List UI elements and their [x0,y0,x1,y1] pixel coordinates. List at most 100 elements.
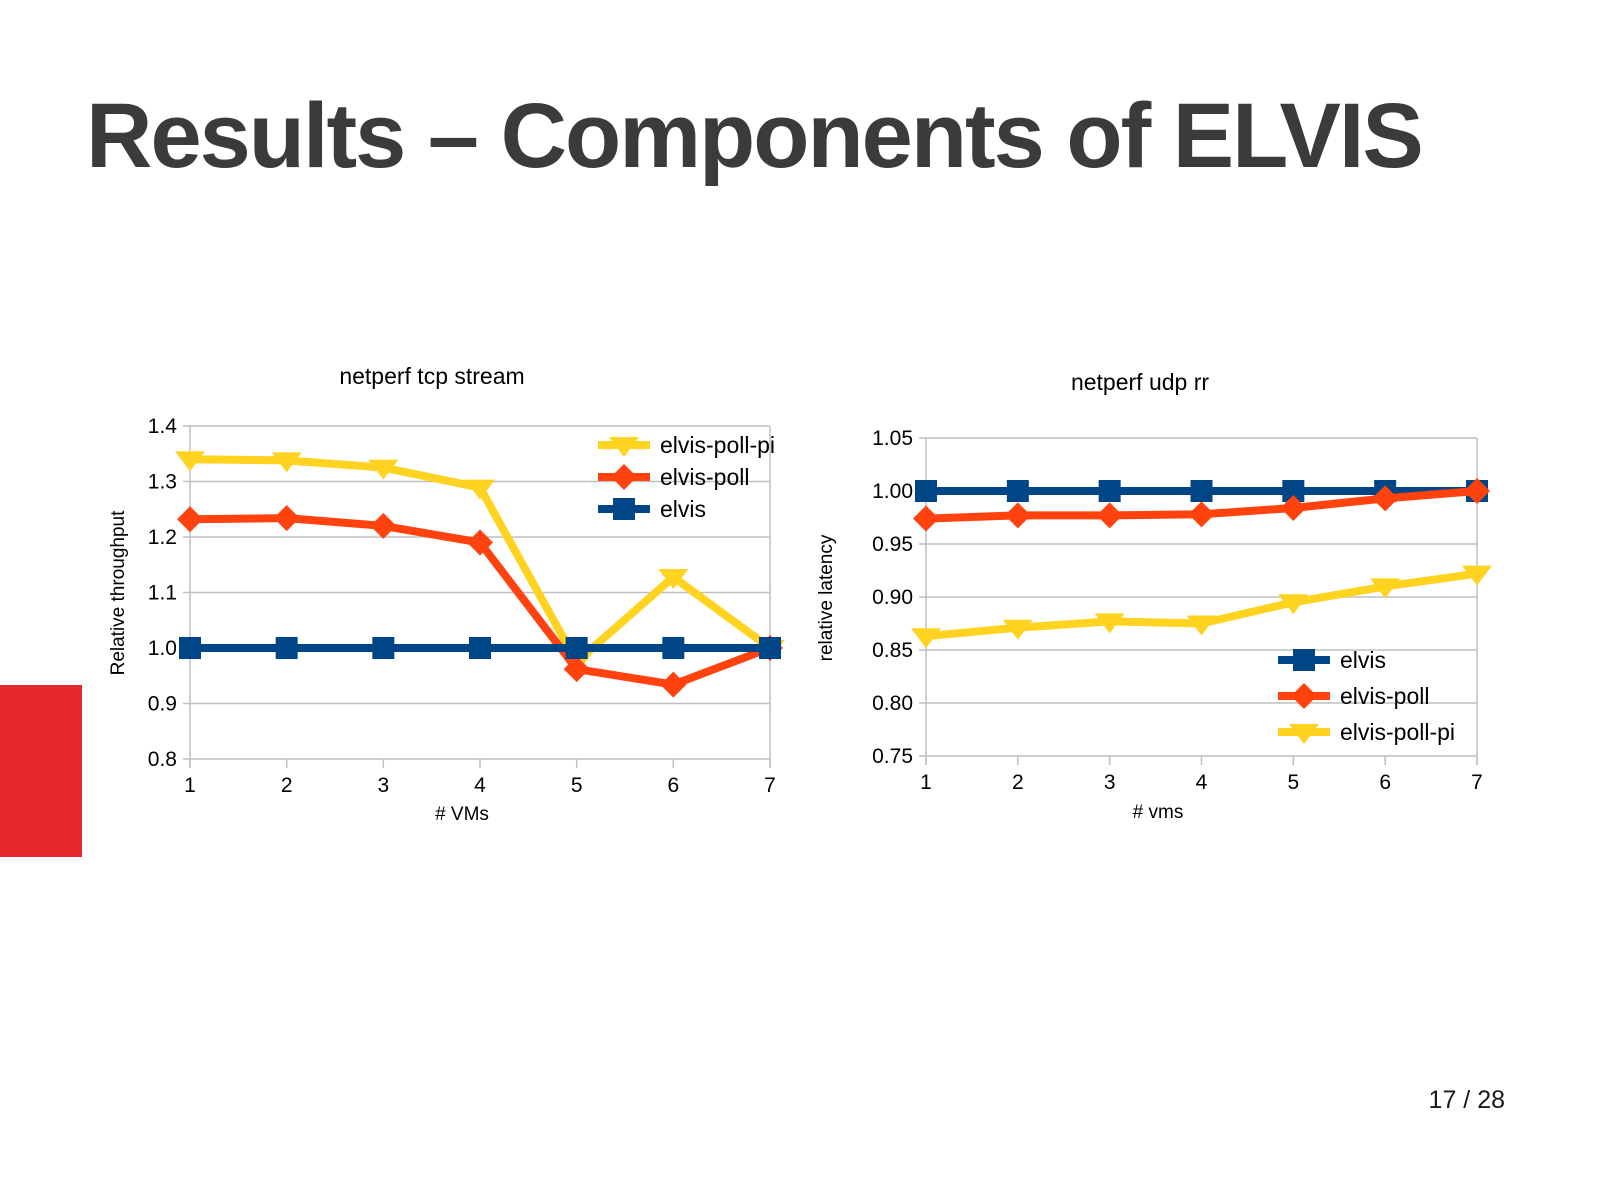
diamond-marker [563,656,590,683]
triangle-down-marker [1002,619,1033,640]
triangle-down-marker [1370,578,1401,599]
diamond-marker [660,671,687,698]
diamond-marker [1291,683,1317,709]
gridlines-and-yticks: 0.8 0.9 1.0 1.1 1.2 1.3 1.4 [148,415,770,771]
diamond-marker [467,529,493,556]
series-elvis-poll [177,505,783,698]
y-tick-label: 1.1 [148,582,177,605]
x-tick-label: 4 [1196,771,1208,794]
triangle-down-marker [658,568,689,589]
x-tick-label: 2 [281,774,293,797]
x-tick-label: 1 [920,771,932,794]
legend-entry-elvis-poll-pi: elvis-poll-pi [598,432,775,458]
triangle-down-marker [368,459,399,480]
x-tick-label: 6 [1379,771,1391,794]
y-tick-label: 1.3 [148,471,177,494]
diamond-marker [913,505,939,532]
x-tick-label: 7 [1471,771,1483,794]
triangle-down-marker [1462,565,1492,586]
chart-title: netperf tcp stream [339,363,524,389]
legend-entry-elvis-poll: elvis-poll [1278,683,1429,709]
x-tick-label: 7 [764,774,776,797]
axes-and-xticks: 1 2 3 4 5 6 7 [184,426,776,797]
diamond-marker [370,512,397,539]
y-tick-label: 0.75 [872,745,913,768]
y-tick-label: 0.90 [872,586,913,609]
legend-label: elvis-poll [1340,683,1429,709]
y-tick-label: 0.85 [872,639,913,662]
netperf-udp-rr-svg: 0.75 0.80 0.85 0.90 0.95 1.00 1.05 1 2 3 4 5 6 7 elvis… [816,369,1492,823]
triangle-down-marker [911,628,941,649]
y-tick-label: 1.4 [148,415,178,438]
y-axis-label: relative latency [816,534,837,661]
y-tick-label: 1.05 [872,427,913,450]
x-tick-label: 3 [1104,771,1116,794]
square-marker [179,637,201,659]
chart-title: netperf udp rr [1071,369,1209,395]
udp-rr-chart: 0.75 0.80 0.85 0.90 0.95 1.00 1.05 1 2 3 4 5 6 7 elvis… [810,358,1530,833]
diamond-marker [1372,485,1399,512]
diamond-marker [611,464,637,490]
diamond-marker [273,505,300,532]
legend-label: elvis [1340,647,1386,673]
legend: elvis-poll-pi elvis-poll elvis [598,432,775,522]
y-tick-label: 0.8 [148,748,177,771]
axes-and-xticks: 1 2 3 4 5 6 7 [920,438,1483,794]
square-marker [275,637,298,659]
square-marker [1190,480,1213,502]
square-marker [1006,480,1029,502]
y-tick-label: 1.00 [872,480,913,503]
y-tick-label: 1.2 [148,526,177,549]
square-marker [469,637,491,659]
square-marker [662,637,685,659]
triangle-down-marker [1094,613,1125,634]
x-tick-label: 1 [184,774,196,797]
x-axis-label: # VMs [435,804,489,825]
square-marker [613,498,635,520]
diamond-marker [1464,478,1490,504]
legend-label: elvis-poll-pi [660,432,775,458]
legend-entry-elvis-poll-pi: elvis-poll-pi [1278,719,1455,745]
legend-entry-elvis: elvis [1278,647,1386,673]
legend-label: elvis-poll [660,464,749,490]
x-tick-label: 6 [667,774,679,797]
square-marker [1293,649,1315,671]
diamond-marker [1096,502,1123,529]
diamond-marker [1004,502,1031,529]
y-tick-label: 0.95 [872,533,913,556]
legend-entry-elvis: elvis [598,496,706,522]
square-marker [759,637,781,659]
x-tick-label: 2 [1012,771,1024,794]
diamond-marker [1280,494,1307,521]
legend-entry-elvis-poll: elvis-poll [598,464,749,490]
triangle-down-marker [175,451,205,472]
y-tick-label: 0.9 [148,693,177,716]
triangle-down-marker [609,437,639,457]
diamond-marker [177,506,203,533]
y-tick-label: 1.0 [148,637,177,660]
netperf-tcp-stream-svg: 0.8 0.9 1.0 1.1 1.2 1.3 1.4 1 2 3 4 5 6 7 elvis-poll-p… [108,363,785,825]
gridlines-and-yticks: 0.75 0.80 0.85 0.90 0.95 1.00 1.05 [872,427,1477,768]
legend-label: elvis [660,496,706,522]
x-tick-label: 3 [377,774,389,797]
y-axis-label: Relative throughput [110,510,129,675]
square-marker [1282,480,1305,502]
red-accent-rectangle [0,685,82,857]
square-marker [915,480,937,502]
x-axis-label: # vms [1133,802,1184,823]
legend-label: elvis-poll-pi [1340,719,1455,745]
triangle-down-marker [465,479,495,500]
x-tick-label: 5 [571,774,583,797]
diamond-marker [1188,501,1215,528]
series-elvis-poll [913,478,1490,532]
triangle-down-marker [1186,615,1217,636]
triangle-down-marker [271,452,302,473]
series-elvis-poll-pi [911,565,1492,649]
x-tick-label: 4 [474,774,486,797]
square-marker [372,637,395,659]
x-tick-label: 5 [1287,771,1299,794]
slide-title: Results – Components of ELVIS [86,85,1424,187]
legend: elvis elvis-poll elvis-poll-pi [1278,647,1455,745]
square-marker [1098,480,1121,502]
tcp-stream-chart: 0.8 0.9 1.0 1.1 1.2 1.3 1.4 1 2 3 4 5 6 7 elvis-poll-p… [108,358,790,833]
